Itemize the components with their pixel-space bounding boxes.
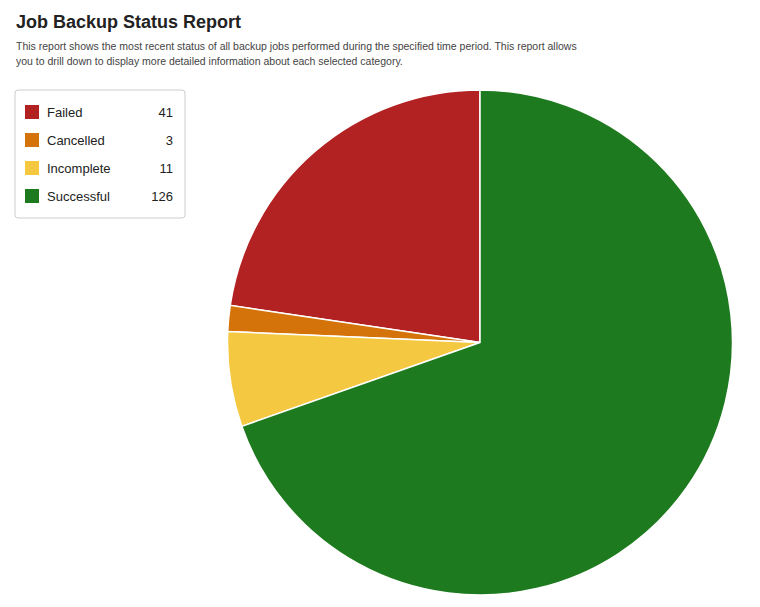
legend-value: 41 [159, 105, 173, 120]
description: you to drill down to display more detail… [16, 55, 403, 67]
pie-slice [242, 90, 733, 595]
legend-value: 11 [160, 161, 174, 176]
page: {"chart_data": {"type": "pie", "title": … [0, 0, 760, 607]
legend-swatch [25, 161, 39, 175]
legend-label: Successful [47, 189, 110, 204]
pie-slice [230, 90, 480, 343]
legend-swatch [25, 189, 39, 203]
legend-swatch [25, 105, 39, 119]
title: Job Backup Status Report [16, 12, 241, 32]
legend-label: Cancelled [47, 133, 105, 148]
pie [228, 90, 733, 595]
chart-svg: Job Backup Status Report This report show… [0, 0, 760, 607]
chart-container: Job Backup Status Report This report show… [0, 0, 760, 607]
legend: Failed 41 Cancelled 3 Incomplete 11 Successful… [15, 90, 185, 218]
description: This report shows the most recent status… [16, 40, 577, 52]
legend-value: 126 [151, 189, 173, 204]
legend-label: Failed [47, 105, 82, 120]
legend-label: Incomplete [47, 161, 111, 176]
legend-swatch [25, 133, 39, 147]
background [0, 0, 760, 607]
legend-value: 3 [166, 133, 173, 148]
legend-box [15, 90, 185, 218]
